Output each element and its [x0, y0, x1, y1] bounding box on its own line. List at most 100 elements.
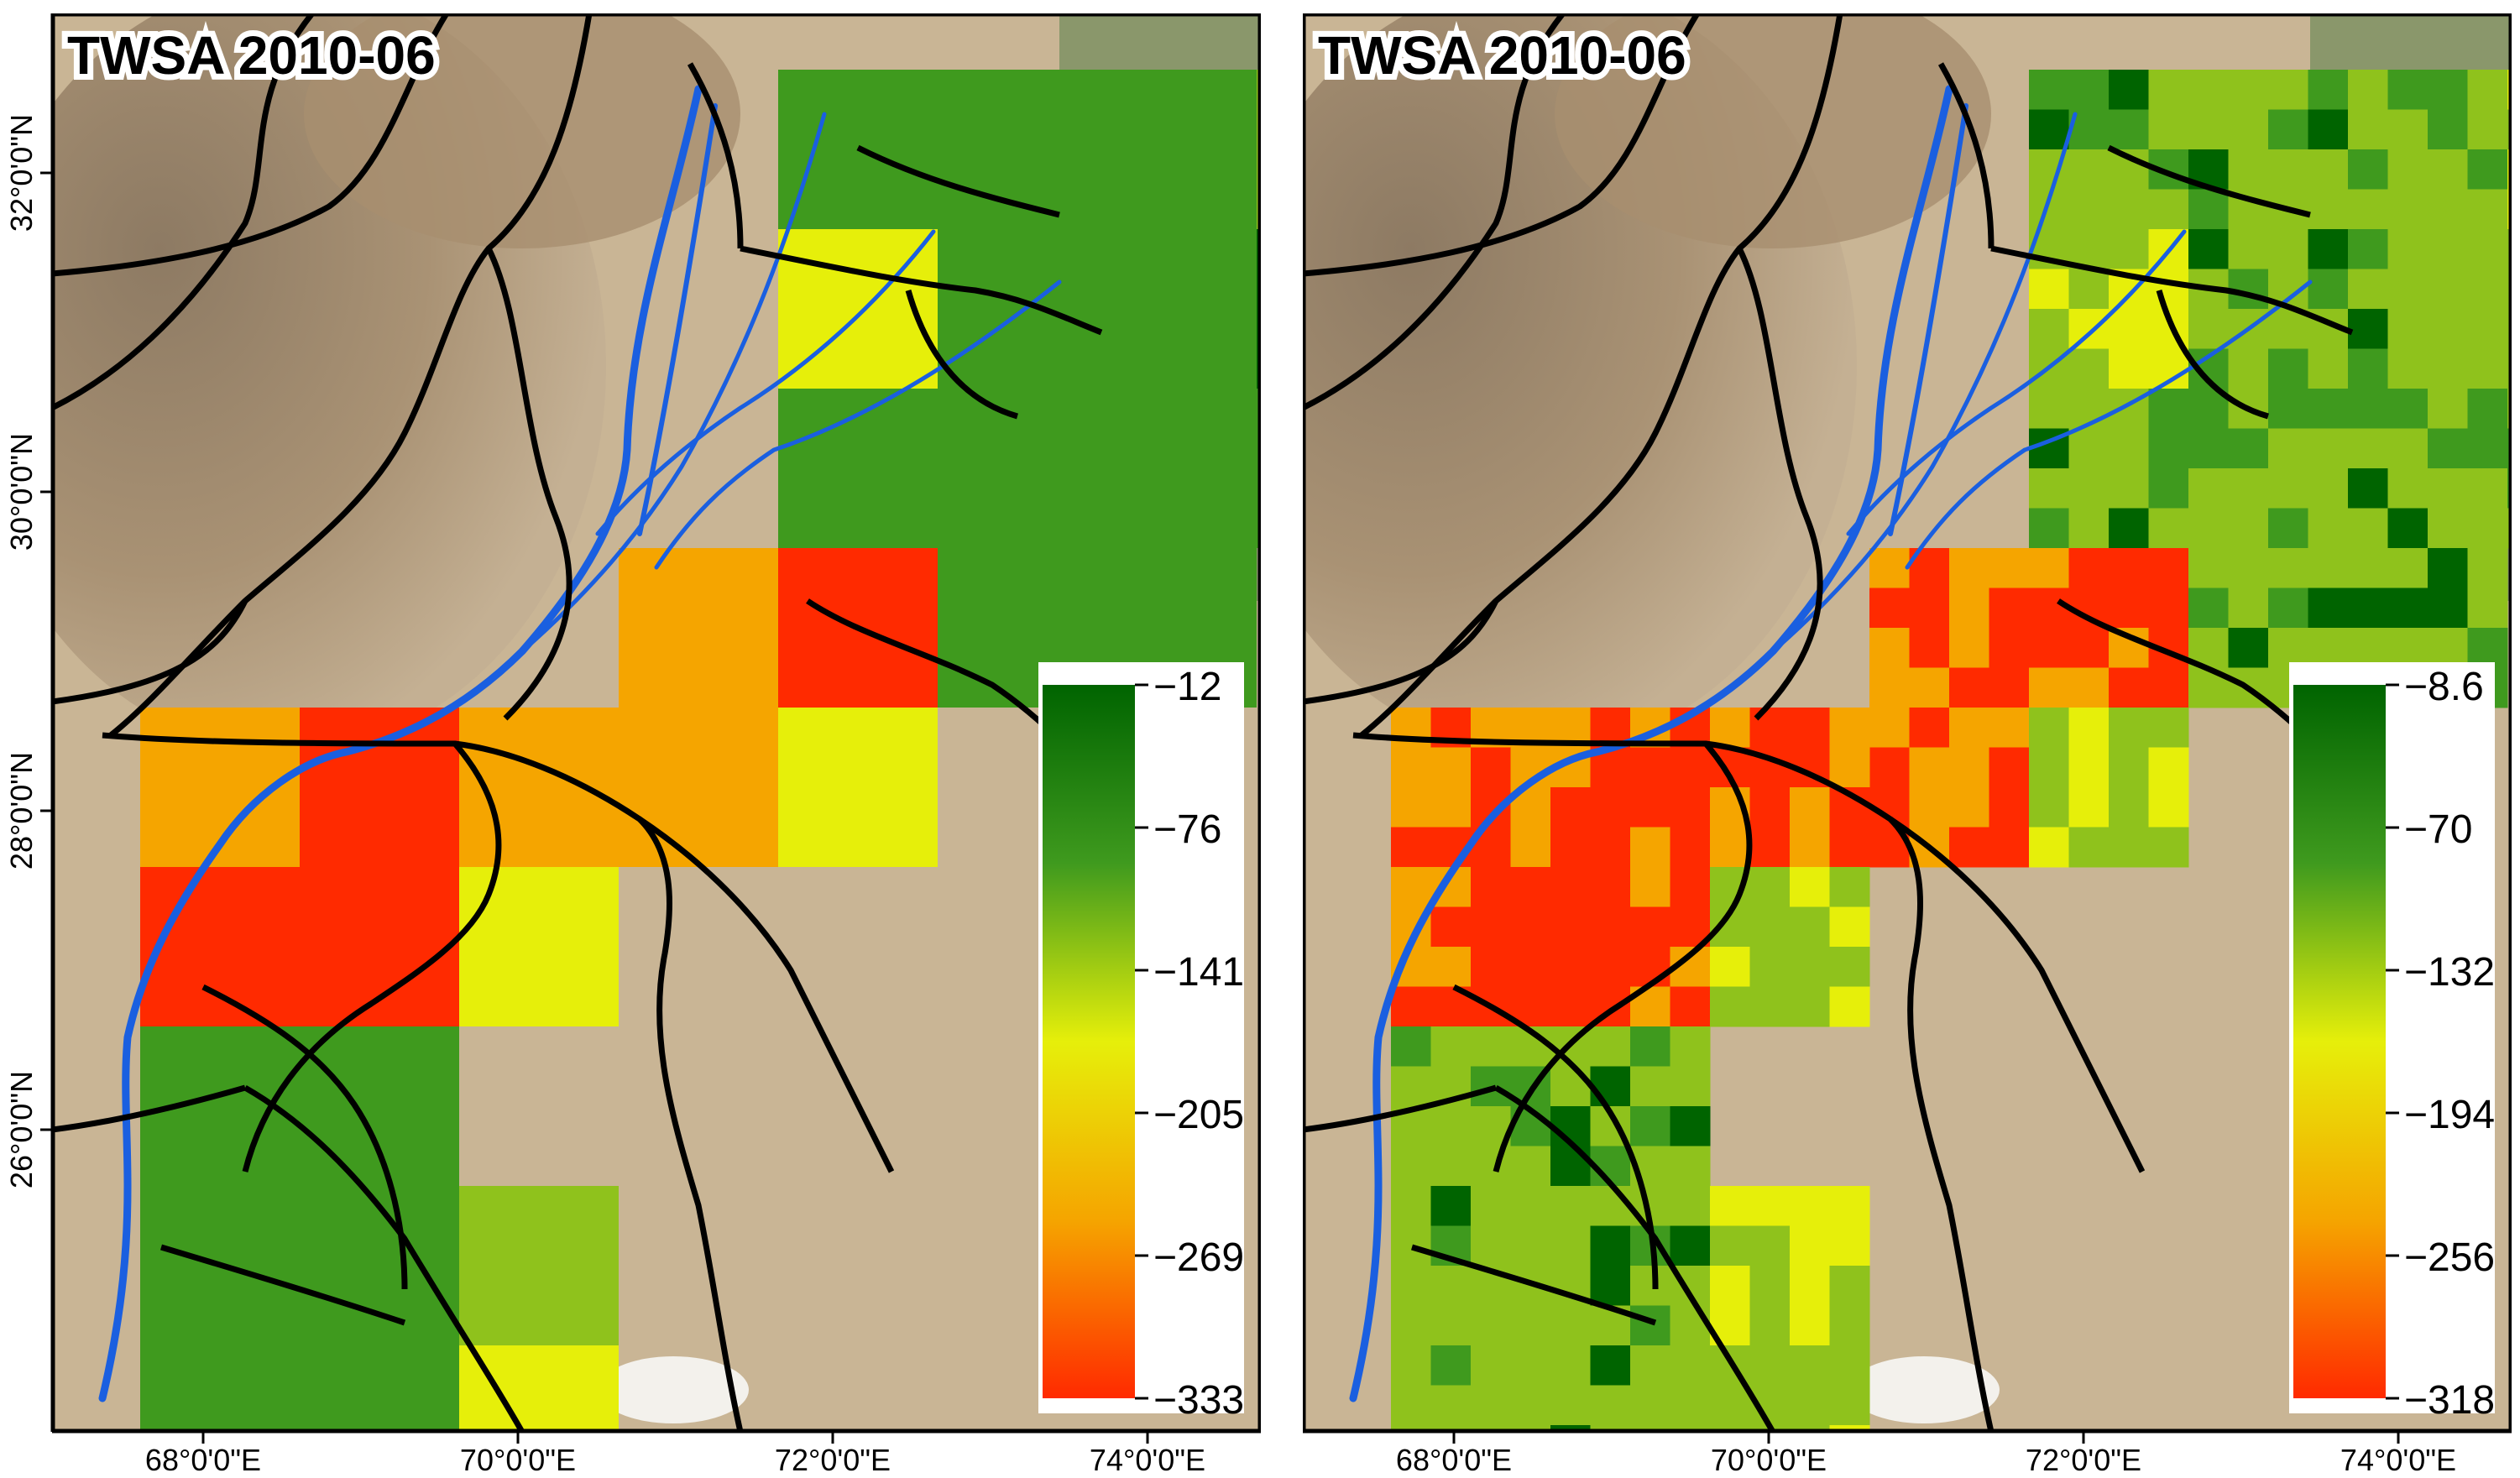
grid-cell: [1749, 906, 1791, 948]
grid-cell: [2268, 70, 2308, 110]
grid-cell: [1670, 1465, 1711, 1478]
grid-cell: [2348, 588, 2388, 629]
grid-cell: [2268, 348, 2308, 389]
grid-cell: [2109, 428, 2149, 469]
grid-cell: [1430, 947, 1472, 987]
grid-cell: [2467, 468, 2508, 509]
grid-cell: [1590, 1225, 1631, 1266]
grid-cell: [1471, 747, 1511, 788]
grid-cell: [1829, 827, 1870, 868]
grid-cell: [1790, 1345, 1830, 1386]
grid-cell: [1710, 1266, 1750, 1306]
grid-cell: [2109, 588, 2149, 629]
grid-cell: [1670, 1225, 1711, 1266]
grid-cell: [1550, 787, 1591, 828]
grid-cell: [1471, 906, 1511, 948]
grid-cell: [1391, 986, 1431, 1027]
grid-cell: [2109, 508, 2149, 549]
grid-cell: [1550, 827, 1591, 868]
grid-cell: [2387, 70, 2429, 110]
grid-cell: [778, 708, 938, 867]
colorbar: −12 −76 −141 −205 −269 −333: [1038, 662, 1244, 1423]
y-tick-label: 30°0'0"N: [4, 433, 39, 551]
grid-cell: [1550, 947, 1591, 987]
grid-cell: [2148, 588, 2189, 629]
grid-cell: [2308, 70, 2349, 110]
grid-cell: [1829, 1186, 1870, 1226]
colorbar-tick-label: −269: [1153, 1235, 1244, 1280]
grid-cell: [2308, 389, 2349, 429]
grid-cell: [2268, 588, 2308, 629]
grid-cell: [1790, 1425, 1830, 1432]
grid-cell: [2467, 269, 2508, 310]
grid-cell: [2348, 389, 2388, 429]
grid-cell: [1590, 827, 1631, 868]
grid-cell: [1391, 1146, 1431, 1187]
grid-cell: [1630, 1385, 1670, 1426]
grid-cell: [2348, 508, 2388, 549]
grid-cell: [1590, 947, 1631, 987]
colorbar-tick-label: −132: [2404, 950, 2495, 995]
grid-cell: [1909, 588, 1950, 629]
grid-cell: [1391, 1425, 1431, 1432]
grid-cell: [1909, 747, 1950, 788]
grid-cell: [2348, 189, 2388, 230]
river-network: [98, 85, 1062, 1402]
grid-cell: [1830, 1465, 1870, 1478]
basemap-salt-flat: [598, 1356, 749, 1423]
grid-cell: [2109, 348, 2149, 389]
grid-cell: [1949, 827, 1989, 868]
grid-cell: [2068, 309, 2110, 349]
grid-cell: [1710, 1385, 1750, 1426]
grid-cell: [1630, 787, 1670, 828]
grid-cell: [2387, 548, 2429, 588]
grid-cell: [2188, 588, 2229, 629]
grid-cell: [1430, 787, 1472, 828]
grid-cell: [2308, 588, 2349, 629]
grid-cell: [2428, 588, 2468, 629]
grid-cell: [619, 708, 778, 867]
grid-cell: [2228, 428, 2269, 469]
grid-cell: [1630, 827, 1670, 868]
grid-cell: [2387, 628, 2429, 668]
grid-cell: [1097, 229, 1257, 389]
grid-cell: [2109, 109, 2149, 150]
grid-cell: [2467, 189, 2508, 230]
grid-cell: [1430, 1305, 1472, 1346]
y-axis-left: 32°0'0"N 30°0'0"N 28°0'0"N 26°0'0"N: [4, 13, 54, 1432]
grid-cell: [2428, 309, 2468, 349]
grid-cell: [1749, 1305, 1791, 1346]
grid-cell: [1550, 1186, 1591, 1226]
y-tick-label: 26°0'0"N: [4, 1071, 39, 1188]
grid-cell: [1510, 867, 1551, 907]
grid-cell: [2428, 189, 2468, 230]
grid-cell: [1749, 1266, 1791, 1306]
grid-cell: [2068, 667, 2110, 708]
grid-cell: [1630, 947, 1670, 987]
grid-cell: [1550, 1465, 1591, 1478]
grid-cell: [2148, 269, 2189, 310]
grid-cell: [1790, 1305, 1830, 1346]
grid-cell: [2188, 109, 2229, 150]
grid-cell: [1949, 747, 1989, 788]
grid-cell: [1790, 986, 1830, 1027]
grid-cell: [2467, 309, 2508, 349]
river-network: [1349, 85, 2313, 1402]
grid-cell: [2428, 109, 2468, 150]
grid-cell: [2228, 348, 2269, 389]
grid-cell: [1790, 1385, 1830, 1426]
grid-cell: [2228, 588, 2269, 629]
grid-cell: [1670, 1425, 1711, 1432]
grid-cell: [1790, 787, 1830, 828]
grid-cell: [1670, 827, 1711, 868]
grid-cell: [1430, 1266, 1472, 1306]
grid-cell: [1790, 708, 1830, 748]
colorbar-ticks: −12 −76 −141 −205 −269 −333: [1135, 665, 1244, 1423]
grid-cell: [2308, 149, 2349, 190]
colorbar-gradient: [1043, 685, 1135, 1398]
grid-cell: [2188, 468, 2229, 509]
map-panel-right: TWSA 2010-06 −8.6 −70 −132 −194 −256 −318: [1303, 13, 2512, 1478]
grid-cell: [1989, 827, 2030, 868]
x-tick-label: 74°0'0"E: [2340, 1443, 2456, 1477]
x-tick-label: 72°0'0"E: [2026, 1443, 2141, 1477]
